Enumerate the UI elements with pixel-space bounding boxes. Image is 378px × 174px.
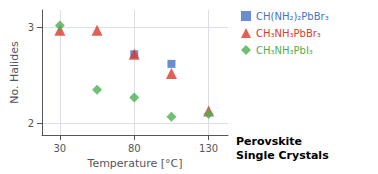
svg-text:Temperature [°C]: Temperature [°C]: [87, 157, 183, 170]
svg-text:2: 2: [28, 118, 34, 129]
svg-text:CH₃NH₃PbBr₃: CH₃NH₃PbBr₃: [256, 28, 321, 39]
svg-text:No. Halides: No. Halides: [8, 41, 21, 104]
svg-text:CH(NH₂)₂PbBr₃: CH(NH₂)₂PbBr₃: [256, 11, 329, 22]
svg-text:3: 3: [28, 22, 34, 33]
svg-text:Perovskite: Perovskite: [236, 135, 302, 148]
svg-text:80: 80: [128, 143, 141, 154]
svg-text:130: 130: [199, 143, 218, 154]
svg-text:Single Crystals: Single Crystals: [236, 149, 329, 162]
svg-text:CH₃NH₃PbI₃: CH₃NH₃PbI₃: [256, 45, 313, 56]
svg-text:30: 30: [53, 143, 66, 154]
